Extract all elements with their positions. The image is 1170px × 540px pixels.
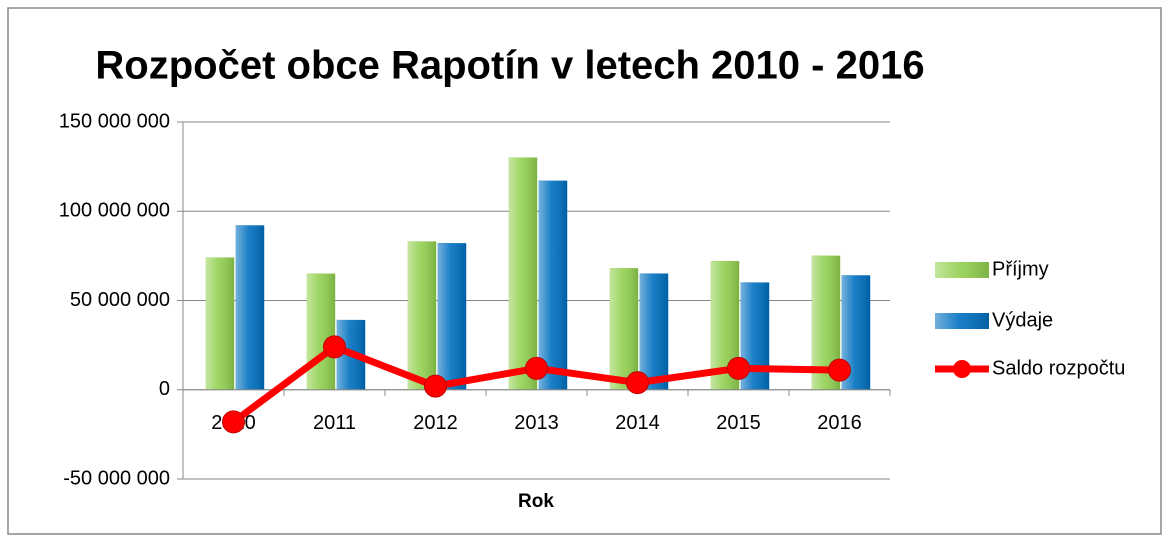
line-marker	[424, 374, 447, 398]
y-tick-label: 100 000 000	[59, 200, 170, 222]
bar-shine	[307, 273, 335, 390]
x-tick-label: 2013	[514, 412, 559, 434]
line-marker	[525, 356, 548, 380]
y-tick-label: 50 000 000	[70, 289, 170, 311]
line-marker	[222, 410, 245, 434]
bar-shine	[236, 225, 264, 390]
chart-title: Rozpočet obce Rapotín v letech 2010 - 20…	[95, 44, 924, 88]
line-marker	[828, 358, 851, 382]
y-tick-label: 150 000 000	[59, 110, 170, 132]
x-tick-label: 2016	[817, 412, 862, 434]
y-tick-label: 0	[159, 378, 170, 400]
legend-swatch-shine	[935, 313, 989, 329]
x-tick-label: 2015	[716, 412, 761, 434]
legend-label: Saldo rozpočtu	[992, 357, 1125, 379]
x-tick-label: 2011	[313, 412, 356, 434]
bar-shine	[509, 157, 537, 390]
bar-shine	[539, 180, 567, 390]
bar-shine	[206, 257, 234, 390]
x-tick-label: 2014	[615, 412, 660, 434]
x-tick-label: 2012	[413, 412, 458, 434]
line-marker	[727, 356, 750, 380]
bar-shine	[610, 268, 638, 390]
bar-shine	[640, 273, 668, 390]
line-marker	[323, 335, 346, 359]
legend-swatch-shine	[935, 262, 989, 278]
legend-marker	[953, 360, 971, 378]
y-tick-label: -50 000 000	[63, 467, 170, 489]
line-marker	[626, 371, 649, 395]
x-axis-title: Rok	[518, 491, 554, 512]
legend-label: Výdaje	[992, 309, 1053, 331]
bar-shine	[438, 243, 466, 390]
legend-label: Příjmy	[992, 258, 1049, 280]
bar-shine	[408, 241, 436, 390]
